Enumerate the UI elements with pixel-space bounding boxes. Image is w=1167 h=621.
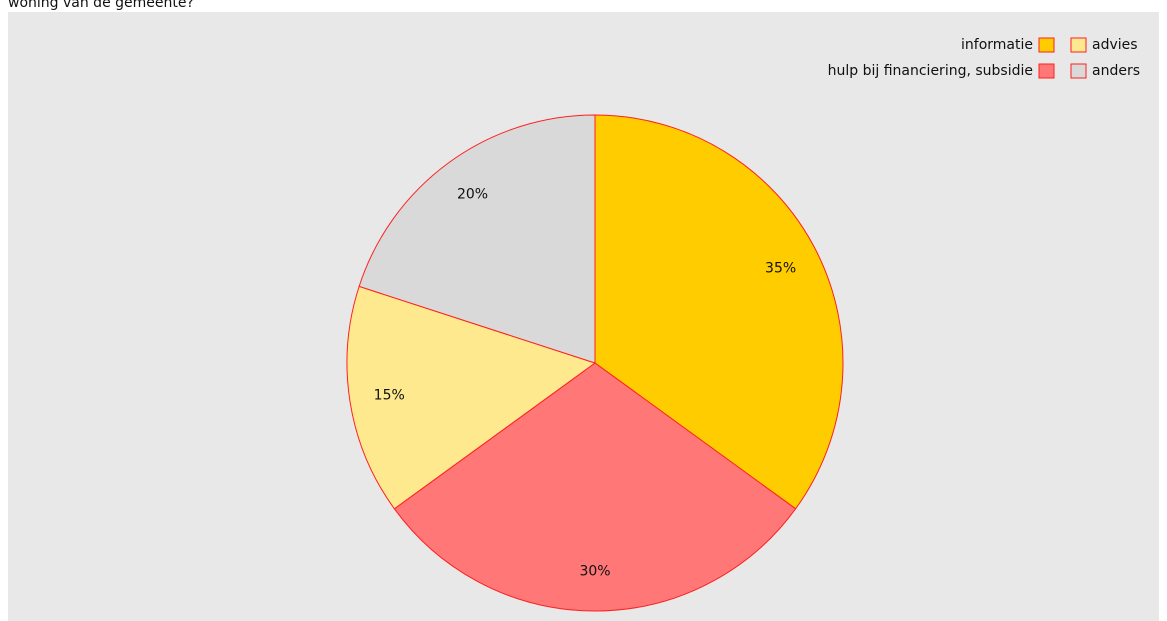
legend-swatch: [1038, 63, 1055, 79]
pie-slice: [393, 362, 797, 612]
legend-label: advies: [1092, 37, 1138, 53]
value-label: 20%: [457, 186, 488, 202]
legend-swatch: [1038, 37, 1055, 53]
chart-title: woning van de gemeente?: [8, 0, 194, 11]
legend-label: informatie: [961, 37, 1033, 53]
legend-swatch: [1070, 37, 1087, 53]
legend-label: hulp bij financiering, subsidie: [828, 63, 1033, 79]
value-label: 30%: [579, 563, 610, 579]
pie-slice: [594, 114, 844, 510]
legend-swatch: [1070, 63, 1087, 79]
pie-slice: [346, 285, 597, 510]
legend-label: anders: [1092, 63, 1140, 79]
value-label: 15%: [374, 388, 405, 404]
value-label: 35%: [765, 260, 796, 276]
pie-slice: [358, 114, 596, 364]
